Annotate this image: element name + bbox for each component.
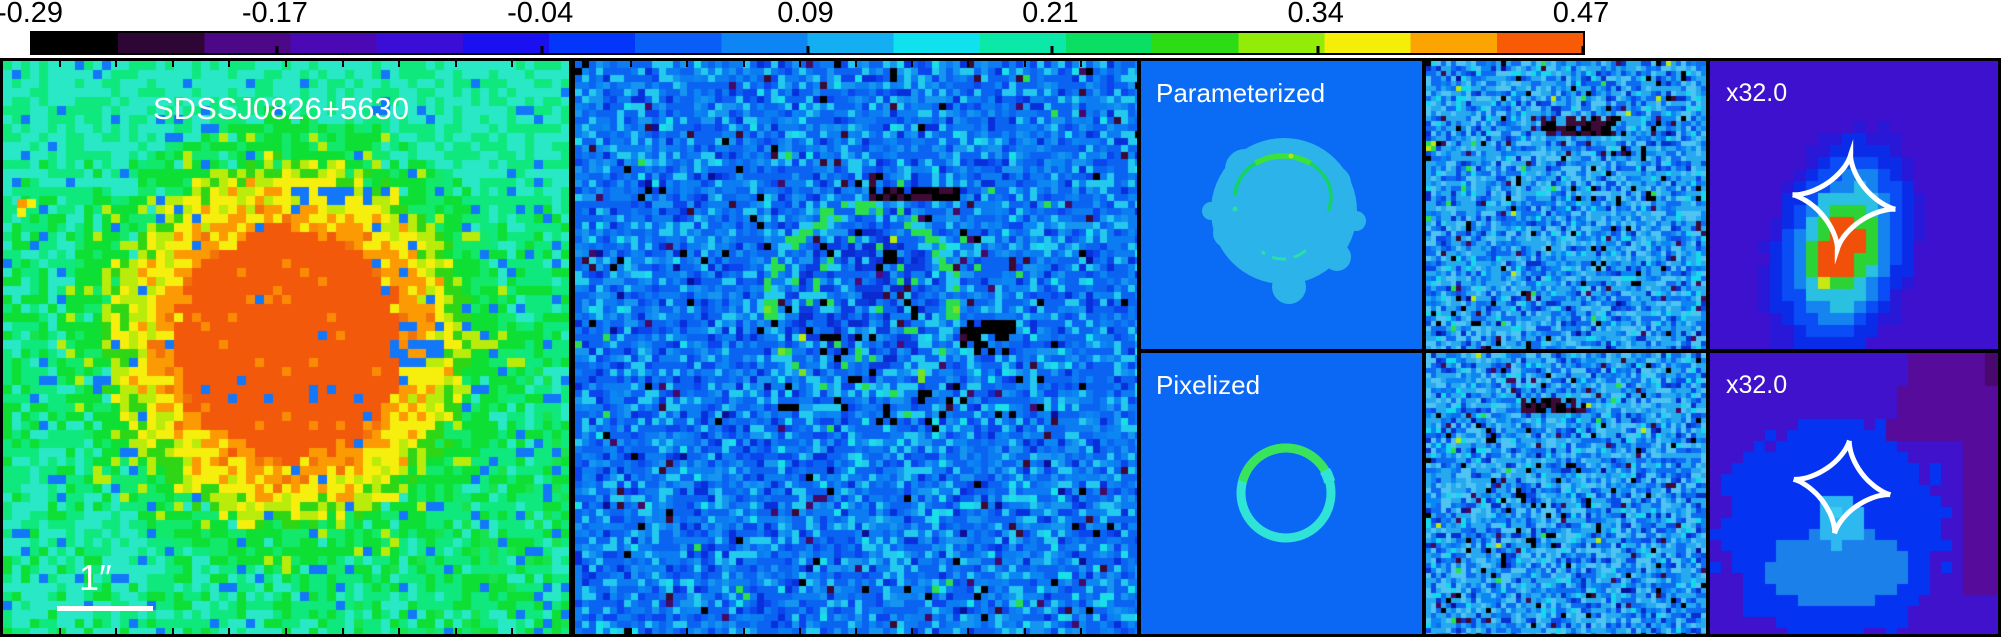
axis-tick: [1023, 628, 1026, 634]
axis-tick: [58, 628, 61, 634]
colorbar-tick: [1316, 46, 1320, 53]
axis-tick: [855, 628, 857, 634]
colorbar-tick-label: -0.29: [0, 0, 64, 29]
object-name-label: SDSSJ0826+5630: [153, 91, 409, 126]
colorbar-tick: [1050, 46, 1054, 53]
parameterized-label: Parameterized: [1156, 78, 1326, 108]
axis-tick: [798, 61, 801, 67]
colorbar-tick: [1581, 46, 1585, 53]
colorbar-tick-label: 0.21: [1022, 0, 1079, 29]
caustic-curve: [1792, 439, 1892, 535]
axis-tick: [228, 61, 231, 67]
pixelized-model-image: [1141, 353, 1422, 634]
pixelized-label: Pixelized: [1156, 370, 1261, 400]
colorbar-tick-labels: -0.29 -0.17 -0.04 0.09 0.21 0.34 0.47: [0, 0, 1609, 29]
axis-tick: [341, 628, 344, 634]
colorbar-tick: [275, 46, 279, 53]
model-residual-top-panel: [1426, 61, 1706, 349]
colorbar-tick: [30, 46, 34, 53]
axis-tick: [398, 61, 401, 67]
colorbar-tick-label: -0.04: [507, 0, 574, 29]
scale-bar-label: 1″: [79, 557, 112, 598]
axis-tick: [454, 628, 457, 634]
caustic-curve: [1792, 139, 1896, 265]
axis-tick: [798, 628, 801, 634]
colorbar-tick-label: -0.17: [241, 0, 308, 29]
axis-tick: [911, 61, 914, 67]
model-residual-bottom-canvas: [1426, 353, 1706, 634]
axis-tick: [742, 628, 745, 634]
lens-residual-panel: [575, 61, 1137, 634]
axis-tick: [228, 628, 231, 634]
axis-tick: [511, 61, 514, 67]
axis-tick: [967, 61, 970, 67]
model-residual-bottom-panel: [1426, 353, 1706, 634]
axis-tick: [58, 61, 61, 67]
axis-tick: [341, 61, 344, 67]
axis-tick: [967, 628, 970, 634]
galaxy-image-panel: SDSSJ0826+5630 1″: [3, 61, 569, 634]
axis-tick: [115, 61, 118, 67]
model-residual-top-canvas: [1426, 61, 1706, 349]
source-zoom-top-canvas: [1710, 61, 1998, 349]
colorbar-tick-label: 0.34: [1287, 0, 1344, 29]
axis-tick: [285, 628, 287, 634]
lens-residual-canvas: [575, 61, 1137, 634]
axis-tick: [630, 61, 633, 67]
axis-tick: [171, 61, 174, 67]
axis-tick: [911, 628, 914, 634]
axis-tick: [742, 61, 745, 67]
axis-tick: [855, 61, 857, 67]
colorbar: [30, 31, 1585, 55]
axis-tick: [1023, 61, 1026, 67]
colorbar-tick: [540, 46, 544, 53]
source-zoom-bottom-canvas: [1710, 353, 1998, 634]
axis-tick: [1079, 61, 1082, 67]
panel-mosaic: SDSSJ0826+5630 1″ Parameterized Pixelize…: [0, 58, 2001, 637]
source-zoom-bottom-panel: x32.0: [1710, 353, 1998, 634]
axis-tick: [171, 628, 174, 634]
parameterized-model-panel: Parameterized: [1141, 61, 1422, 349]
colorbar-tick-label: 0.47: [1552, 0, 1610, 29]
axis-tick: [686, 628, 689, 634]
parameterized-model-image: [1141, 61, 1422, 349]
colorbar-tick-label: 0.09: [777, 0, 834, 29]
zoom-factor-label: x32.0: [1726, 79, 1788, 107]
galaxy-image-canvas: [3, 61, 569, 634]
pixelized-model-panel: Pixelized: [1141, 353, 1422, 634]
scale-bar-line: [57, 606, 153, 611]
colorbar-tick: [806, 46, 809, 53]
axis-tick: [454, 61, 457, 67]
axis-tick: [398, 628, 401, 634]
source-zoom-top-panel: x32.0: [1710, 61, 1998, 349]
axis-tick: [115, 628, 118, 634]
axis-tick: [686, 61, 689, 67]
axis-tick: [1079, 628, 1082, 634]
zoom-factor-label: x32.0: [1726, 371, 1788, 399]
axis-tick: [285, 61, 287, 67]
axis-tick: [630, 628, 633, 634]
axis-tick: [511, 628, 514, 634]
